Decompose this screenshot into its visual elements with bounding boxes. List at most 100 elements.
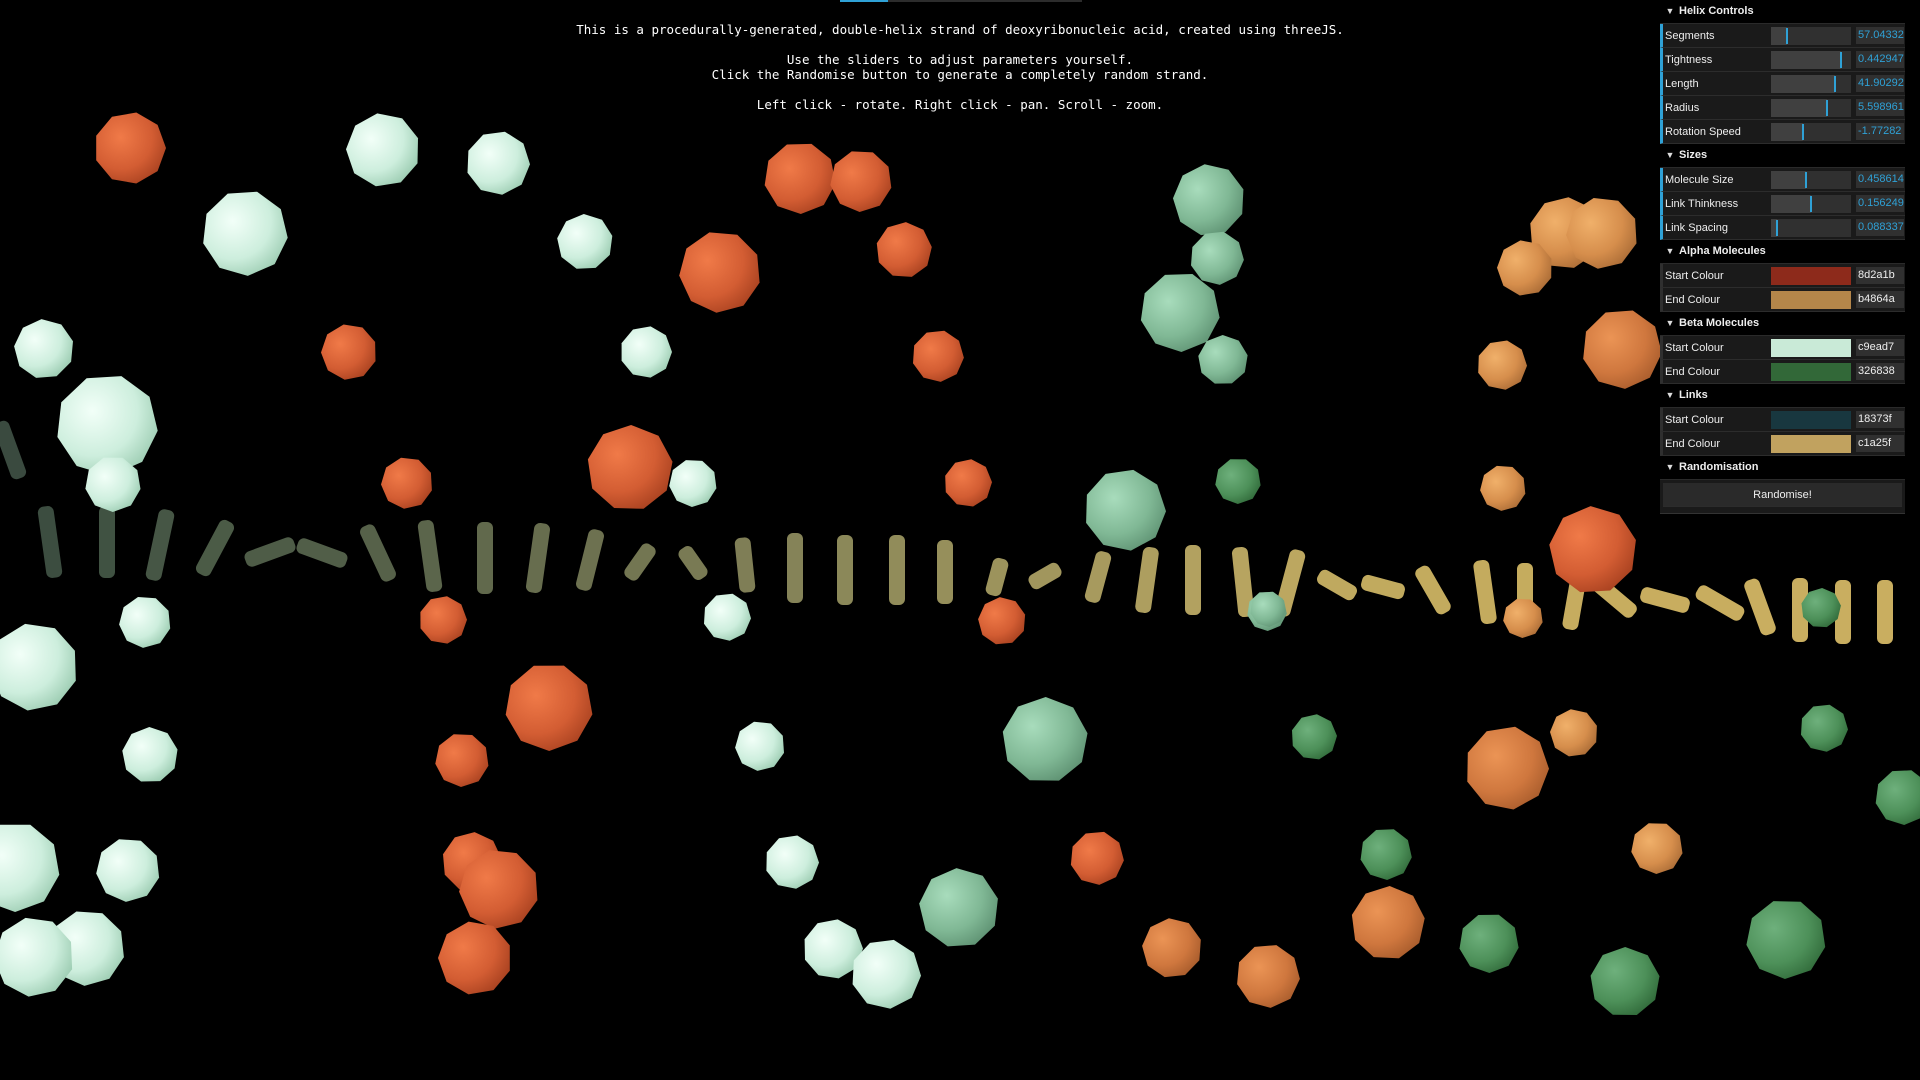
alpha-start-colour-hex[interactable]: 8d2a1b (1856, 267, 1904, 284)
molecule-sphere (0, 623, 76, 711)
molecule-sphere (1590, 947, 1660, 1015)
segments-input[interactable]: 57.04332 (1856, 27, 1904, 44)
link-rod (1231, 546, 1255, 618)
link-rod (787, 533, 803, 603)
chevron-down-icon: ▼ (1665, 246, 1675, 256)
alpha-start-colour-control: Start Colour 8d2a1b (1660, 264, 1905, 288)
folder-beta-molecules[interactable]: ▼ Beta Molecules (1660, 312, 1905, 336)
molecule-sphere (346, 113, 418, 187)
link-rod (417, 520, 443, 592)
radius-label: Radius (1665, 101, 1700, 114)
links-end-colour-swatch[interactable] (1771, 434, 1851, 453)
slider-handle[interactable] (1802, 123, 1804, 140)
molecule-sphere (830, 151, 892, 212)
beta-end-colour-hex[interactable]: 326838 (1856, 363, 1904, 380)
molecule-sphere (57, 376, 158, 476)
link-rod (1084, 551, 1112, 603)
molecule-sphere (1142, 918, 1201, 978)
controls-panel: ▼ Helix Controls Segments 57.04332 Tight… (1660, 0, 1905, 514)
molecule-sphere (321, 324, 376, 380)
molecule-size-slider[interactable] (1771, 170, 1851, 189)
link-rod (145, 509, 175, 581)
slider-handle[interactable] (1805, 171, 1807, 188)
link-rod (1185, 545, 1201, 615)
alpha-end-colour-hex[interactable]: b4864a (1856, 291, 1904, 308)
link-rod (525, 523, 551, 593)
segments-label: Segments (1665, 29, 1715, 42)
folder-title: Alpha Molecules (1679, 245, 1766, 257)
slider-handle[interactable] (1834, 75, 1836, 92)
molecule-sphere (587, 425, 673, 509)
links-start-colour-hex[interactable]: 18373f (1856, 411, 1904, 428)
link-thickness-label: Link Thinkness (1665, 197, 1739, 210)
molecule-sphere (1550, 709, 1597, 757)
molecule-sphere (978, 597, 1026, 645)
segments-control: Segments 57.04332 (1660, 24, 1905, 48)
beta-end-colour-label: End Colour (1665, 365, 1721, 378)
slider-handle[interactable] (1786, 27, 1788, 44)
beta-start-colour-hex[interactable]: c9ead7 (1856, 339, 1904, 356)
folder-title: Helix Controls (1679, 5, 1754, 17)
molecule-sphere (122, 727, 178, 782)
folder-links[interactable]: ▼ Links (1660, 384, 1905, 408)
slider-handle[interactable] (1826, 99, 1828, 116)
segments-slider[interactable] (1771, 26, 1851, 45)
molecule-sphere (804, 919, 863, 979)
folder-randomisation[interactable]: ▼ Randomisation (1660, 456, 1905, 480)
beta-end-colour-swatch[interactable] (1771, 362, 1851, 381)
alpha-start-colour-swatch[interactable] (1771, 266, 1851, 285)
folder-alpha-molecules[interactable]: ▼ Alpha Molecules (1660, 240, 1905, 264)
molecule-sphere (1070, 831, 1124, 885)
folder-title: Randomisation (1679, 461, 1759, 473)
molecule-sphere (1631, 823, 1683, 874)
rotation-speed-input[interactable]: -1.77282 (1856, 123, 1904, 140)
link-rod (99, 506, 115, 578)
radius-slider[interactable] (1771, 98, 1851, 117)
length-label: Length (1665, 77, 1699, 90)
tightness-input[interactable]: 0.442947 (1856, 51, 1904, 68)
folder-sizes[interactable]: ▼ Sizes (1660, 144, 1905, 168)
slider-handle[interactable] (1776, 219, 1778, 236)
info-line-1: This is a procedurally-generated, double… (576, 22, 1344, 37)
slider-handle[interactable] (1810, 195, 1812, 212)
folder-title: Beta Molecules (1679, 317, 1760, 329)
chevron-down-icon: ▼ (1665, 462, 1675, 472)
slider-fill (1771, 98, 1827, 117)
link-spacing-input[interactable]: 0.088337 (1856, 219, 1904, 236)
link-spacing-slider[interactable] (1771, 218, 1851, 237)
link-rod (1361, 574, 1405, 600)
slider-fill (1771, 26, 1787, 45)
info-line-4: Left click - rotate. Right click - pan. … (756, 97, 1164, 112)
molecule-sphere (876, 222, 932, 277)
link-rod (734, 537, 756, 593)
randomise-button[interactable]: Randomise! (1663, 483, 1902, 507)
length-slider[interactable] (1771, 74, 1851, 93)
tightness-slider[interactable] (1771, 50, 1851, 69)
links-end-colour-hex[interactable]: c1a25f (1856, 435, 1904, 452)
length-input[interactable]: 41.90292 (1856, 75, 1904, 92)
link-rod (296, 538, 348, 568)
molecule-sphere (459, 850, 538, 929)
link-rod (477, 522, 493, 594)
link-thickness-slider[interactable] (1771, 194, 1851, 213)
molecule-sphere (1086, 469, 1166, 551)
molecule-sphere (1549, 506, 1636, 593)
molecule-size-input[interactable]: 0.458614 (1856, 171, 1904, 188)
slider-fill (1771, 194, 1811, 213)
molecule-sphere (1198, 335, 1248, 384)
slider-handle[interactable] (1840, 51, 1842, 68)
slider-fill (1771, 218, 1777, 237)
alpha-end-colour-swatch[interactable] (1771, 290, 1851, 309)
molecule-sphere (913, 330, 964, 382)
link-thickness-input[interactable]: 0.156249 (1856, 195, 1904, 212)
molecule-sphere (704, 593, 751, 641)
rotation-speed-slider[interactable] (1771, 122, 1851, 141)
links-start-colour-swatch[interactable] (1771, 410, 1851, 429)
folder-helix-controls[interactable]: ▼ Helix Controls (1660, 0, 1905, 24)
link-spacing-label: Link Spacing (1665, 221, 1728, 234)
tightness-control: Tightness 0.442947 (1660, 48, 1905, 72)
radius-input[interactable]: 5.598961 (1856, 99, 1904, 116)
link-rod (195, 519, 235, 577)
beta-start-colour-swatch[interactable] (1771, 338, 1851, 357)
